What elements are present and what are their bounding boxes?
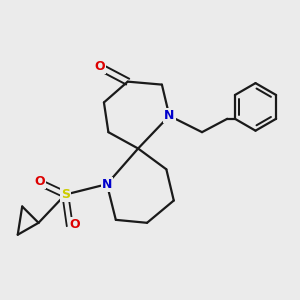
Text: S: S	[61, 188, 70, 201]
Text: O: O	[94, 60, 105, 73]
Text: O: O	[35, 175, 45, 188]
Text: N: N	[102, 178, 112, 191]
Text: O: O	[70, 218, 80, 231]
Text: N: N	[164, 109, 175, 122]
